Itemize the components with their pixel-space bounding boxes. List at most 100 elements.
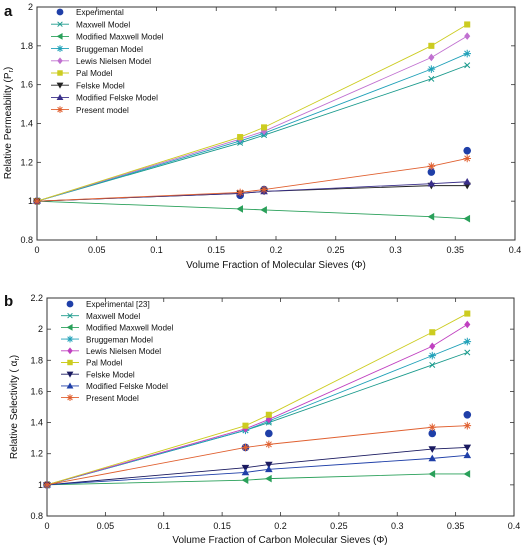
data-point-pal-model-a [237,134,244,141]
legend-label-present-model: Present Model [86,394,139,403]
legend-label-modified-felske-model: Modified Felske Model [76,94,158,103]
legend-marker-present-model [56,106,64,113]
x-tick-label-a: 0.1 [150,245,163,255]
y-tick-label-a: 2 [28,2,33,12]
data-point-felske-model-b [463,444,472,452]
data-point-lewis-nielsen-model-b [464,320,471,329]
legend-label-present-model: Present model [76,106,129,115]
data-point-experimental-23-b [265,429,273,438]
legend-label-maxwell-model: Maxwell Model [76,20,130,29]
data-point-modified-felske-model-a [463,177,471,185]
data-point-felske-model-b [241,464,250,472]
data-point-lewis-nielsen-model-a [428,53,435,62]
data-point-pal-model-b [265,411,272,418]
data-point-present-model-a [427,162,436,171]
data-point-felske-model-b [265,461,273,469]
data-point-bruggeman-model-b [463,337,472,346]
data-point-lewis-nielsen-model-a [464,32,471,40]
legend-label-felske-model: Felske Model [76,81,125,90]
chart-panel-a: a 0 0.05 0.1 0.15 0.2 0.25 0.3 0.35 0.4 0.8 1 1.2 1.… [3,2,521,271]
x-tick-label-b: 0.05 [97,521,115,531]
data-point-pal-model-a [261,124,268,131]
legend-b: Experimental [23] Maxwell Model Modified M… [61,300,174,403]
data-point-modified-felske-model-b [265,465,273,473]
x-tick-label-a: 0.25 [327,245,345,255]
data-point-present-model-a [33,197,41,205]
legend-label-experimental-23: Experimental [23] [86,300,150,309]
data-point-modified-maxwell-model-b [265,474,272,483]
legend-label-lewis-nielsen-model: Lewis Nielsen Model [86,347,161,356]
data-point-experimental-23-b [463,410,472,419]
legend-marker-modified-felske-model [66,382,74,389]
data-point-present-model-a [463,154,471,163]
legend-label-modified-felske-model: Modified Felske Model [86,382,168,391]
data-point-modified-felske-model-a [427,179,436,187]
legend-label-bruggeman-model: Bruggeman Model [76,45,143,54]
data-point-experimental-a [427,168,436,176]
y-axis-label-a-close: ) [3,67,14,70]
x-tick-label-b: 0.15 [213,521,231,531]
y-tick-label-a: 1.2 [20,157,33,167]
legend-marker-felske-model [66,371,74,378]
legend-marker-maxwell-model [57,21,63,27]
legend-marker-present-model [66,394,74,401]
data-point-modified-maxwell-model-b [463,470,471,478]
legend-label-experimental: Experimental [76,8,124,17]
data-point-modified-maxwell-model-a [463,214,471,223]
x-tick-label-a: 0.35 [446,245,464,255]
y-axis-label-b-close: ) [9,355,20,358]
legend-marker-lewis-nielsen-model [67,347,73,355]
x-tick-label-a: 0.15 [207,245,225,255]
data-point-maxwell-model-b [464,349,471,356]
ticks-a: 0 0.05 0.1 0.15 0.2 0.25 0.3 0.35 0.4 0.8 1 1.2 1.4 1… [20,2,521,255]
data-point-maxwell-model-a [428,75,435,82]
data-point-present-model-b [241,443,250,452]
y-tick-label-b: 1.4 [30,418,43,428]
data-point-pal-model-b [464,310,471,317]
x-tick-label-b: 0.3 [391,521,404,531]
y-tick-label-a: 0.8 [20,235,33,245]
legend-label-modified-maxwell-model: Modified Maxwell Model [86,324,174,333]
data-point-present-model-b [463,421,472,430]
data-point-present-model-b [428,423,437,432]
data-point-felske-model-b [428,446,437,453]
y-tick-label-b: 1.8 [30,355,43,365]
x-axis-label-a: Volume Fraction of Molecular Sieves (Φ) [186,260,366,271]
chart-panel-b: b 0 0.05 0.1 0.15 0.2 0.25 0.3 0.35 0.4 0.8 1 1.2 1.… [4,293,520,546]
y-tick-label-b: 2 [38,324,43,334]
data-point-pal-model-a [428,42,435,49]
y-tick-label-b: 1.2 [30,449,43,459]
legend-label-modified-maxwell-model: Modified Maxwell Model [76,33,164,42]
x-tick-label-b: 0.25 [330,521,348,531]
y-axis-label-a-main: Relative Permeability (P [3,72,14,179]
legend-marker-modified-maxwell-model [56,33,63,40]
y-axis-label-b-sub: r [14,358,21,361]
y-axis-label-b: Relative Selectivity ( αr) [9,355,21,459]
data-point-pal-model-b [429,329,436,336]
data-point-experimental-23-b [428,429,437,438]
legend-marker-maxwell-model [67,312,73,319]
y-axis-label-b-main: Relative Selectivity ( α [9,360,20,459]
legend-marker-pal-model [57,70,63,76]
data-point-pal-model-a [464,21,471,28]
data-point-modified-maxwell-model-b [241,476,249,484]
data-point-present-model-a [260,185,268,194]
y-tick-label-b: 1 [38,480,43,490]
data-point-modified-maxwell-model-a [427,212,435,221]
x-tick-label-a: 0.2 [270,245,283,255]
data-point-lewis-nielsen-model-b [265,415,272,424]
data-point-pal-model-b [242,422,249,429]
legend-marker-bruggeman-model [66,335,74,343]
data-point-present-model-b [265,440,273,449]
data-point-modified-maxwell-model-b [428,470,436,478]
x-tick-label-a: 0.4 [509,245,522,255]
series-a [33,21,472,223]
plot-area-a [36,6,516,241]
legend-label-pal-model: Pal Model [86,359,123,368]
x-tick-label-a: 0.3 [389,245,402,255]
legend-label-lewis-nielsen-model: Lewis Nielsen Model [76,57,151,66]
data-point-experimental-a [463,146,472,155]
data-point-bruggeman-model-a [427,65,436,73]
data-point-bruggeman-model-b [428,351,437,360]
